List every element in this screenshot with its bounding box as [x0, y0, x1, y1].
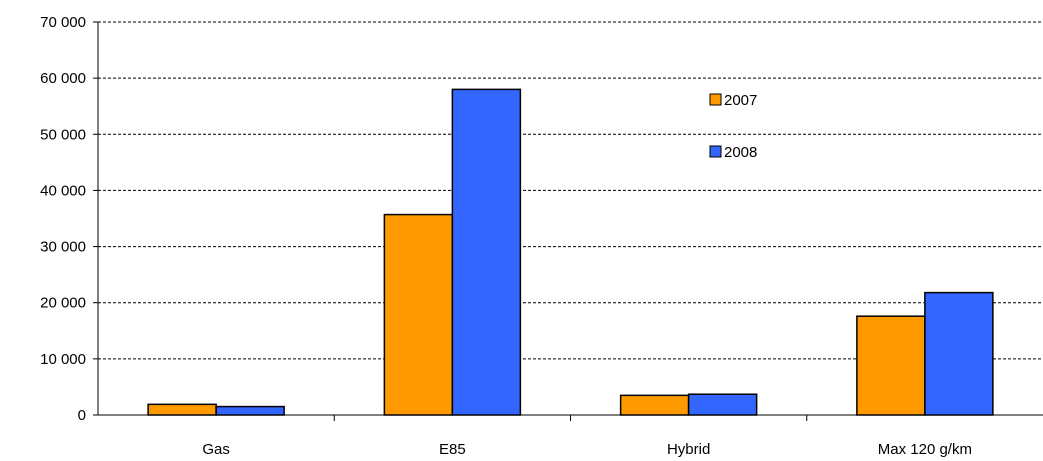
legend-swatch-2007 [709, 93, 722, 106]
y-tick-label: 10 000 [40, 351, 86, 368]
bar-2008-max-120-g-km [924, 291, 994, 416]
x-tick-label: Gas [202, 441, 230, 458]
y-tick-label: 70 000 [40, 14, 86, 31]
legend-label-2008: 2008 [724, 144, 757, 161]
x-tick-label: Hybrid [667, 441, 710, 458]
x-tick-label: E85 [439, 441, 466, 458]
axes [93, 21, 1043, 421]
bar-2008-gas [215, 405, 285, 416]
bar-2008-e85 [451, 88, 522, 416]
y-axis-tick-labels: 0 10 000 20 000 30 000 40 000 50 000 60 000 70 … [40, 14, 86, 424]
x-tick-label: Max 120 g/km [878, 441, 972, 458]
legend-swatch-2008 [709, 145, 722, 158]
bar-2007-max-120-g-km [856, 315, 926, 416]
y-tick-label: 50 000 [40, 126, 86, 143]
y-tick-label: 60 000 [40, 70, 86, 87]
y-tick-label: 0 [78, 407, 86, 424]
y-tick-label: 40 000 [40, 182, 86, 199]
legend-label-2007: 2007 [724, 92, 757, 109]
gridlines [98, 21, 1043, 360]
x-axis-tick-labels: Gas E85 Hybrid Max 120 g/km [202, 441, 972, 458]
bars [147, 88, 994, 416]
legend: 2007 2008 [709, 92, 757, 161]
y-tick-label: 30 000 [40, 239, 86, 256]
bar-2008-hybrid [687, 393, 758, 416]
y-tick-label: 20 000 [40, 295, 86, 312]
bar-2007-gas [147, 403, 217, 416]
bar-2007-hybrid [619, 394, 690, 416]
bar-2007-e85 [383, 213, 454, 416]
